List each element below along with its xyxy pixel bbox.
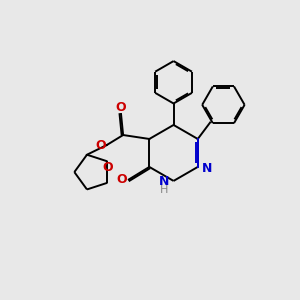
Text: N: N (202, 162, 212, 175)
Text: H: H (160, 185, 168, 195)
Text: N: N (159, 175, 169, 188)
Text: O: O (116, 101, 126, 114)
Text: O: O (102, 161, 113, 174)
Text: O: O (116, 173, 127, 187)
Text: O: O (95, 139, 106, 152)
